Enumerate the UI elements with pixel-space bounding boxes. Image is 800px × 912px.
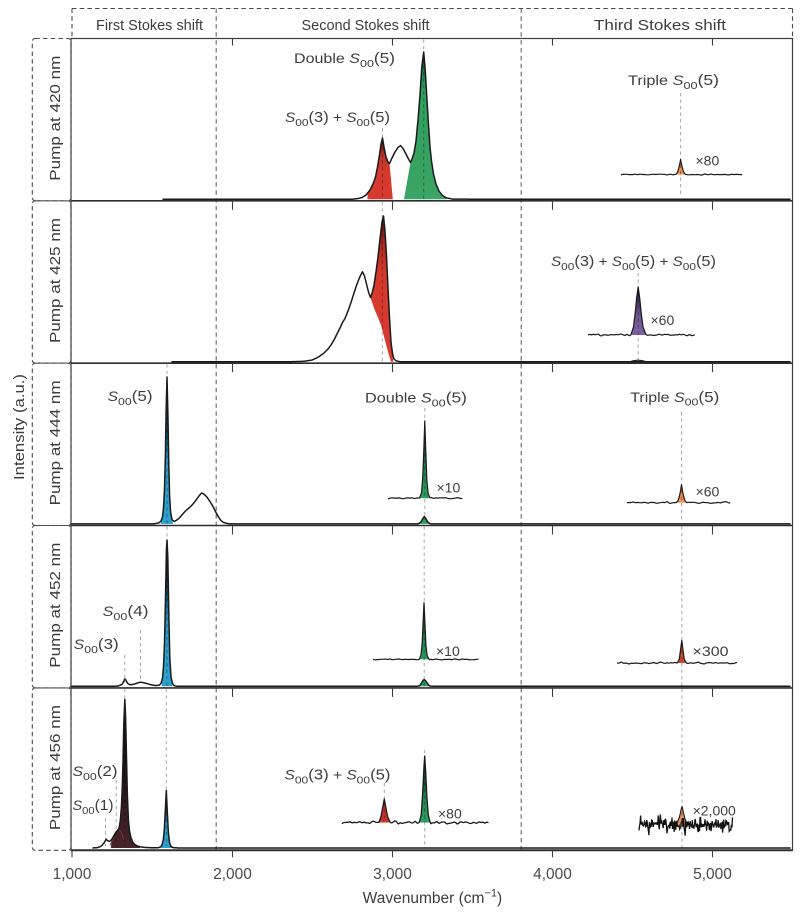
svg-text:×10: ×10 [437,480,461,496]
svg-text:Pump at 452 nm: Pump at 452 nm [47,543,64,668]
svg-text:First Stokes shift: First Stokes shift [96,17,204,34]
svg-text:S00(3) + S00(5) + S00(5): S00 (3) + S00 (5) + S00 (5) [551,254,716,273]
svg-text:S00(3) + S00(5): S00 (3) + S00 (5) [285,110,390,129]
svg-text:Second Stokes shift: Second Stokes shift [302,17,431,34]
svg-text:3,000: 3,000 [373,866,412,883]
svg-text:S00(4): S 00 (4) [103,604,149,623]
svg-text:×80: ×80 [438,806,462,822]
svg-text:Third Stokes shift: Third Stokes shift [594,17,727,34]
svg-text:S00(3): S 00 (3) [74,637,119,656]
svg-text:×2,000: ×2,000 [693,803,736,819]
svg-text:5,000: 5,000 [693,866,732,883]
svg-text:Intensity (a.u.): Intensity (a.u.) [11,374,28,480]
svg-text:×60: ×60 [651,312,675,328]
svg-text:2,000: 2,000 [213,866,252,883]
svg-text:×60: ×60 [696,484,720,500]
svg-text:Wavenumber (cm−1): Wavenumber (cm−1) [363,888,502,908]
svg-text:Pump at 420 nm: Pump at 420 nm [47,56,64,181]
svg-text:S00(1): S00(1) [73,798,114,817]
svg-text:4,000: 4,000 [533,866,572,883]
svg-text:Pump at 456 nm: Pump at 456 nm [47,705,64,830]
svg-text:1,000: 1,000 [53,866,92,883]
svg-text:×80: ×80 [696,153,720,169]
svg-text:S00(5): S 00 (5) [108,389,153,408]
svg-text:Pump at 425 nm: Pump at 425 nm [47,218,64,343]
svg-text:Pump at 444 nm: Pump at 444 nm [47,380,64,505]
svg-text:×300: ×300 [693,643,729,659]
svg-text:S00(2): S 00 (2) [73,764,118,783]
svg-text:×10: ×10 [436,643,460,659]
